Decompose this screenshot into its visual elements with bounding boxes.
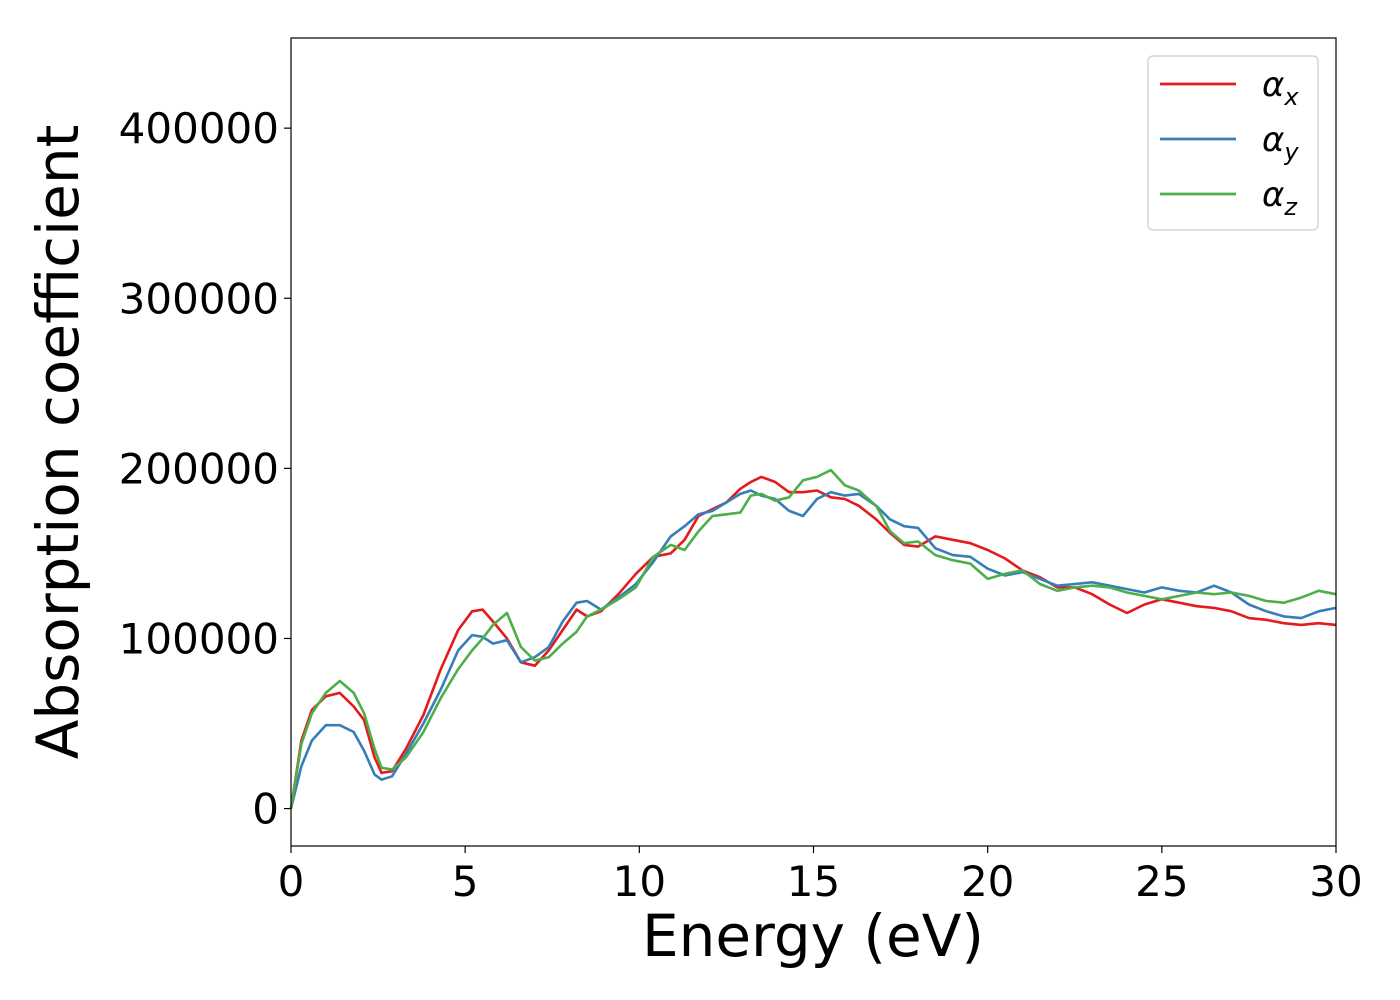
legend-label-z: αz [1262, 175, 1298, 221]
y-tick-label: 300000 [119, 274, 279, 323]
plot-lines [289, 468, 1337, 809]
y-tick-label: 100000 [119, 614, 279, 663]
series-line-y [289, 489, 1337, 809]
x-tick-label: 0 [278, 857, 305, 906]
x-tick-label: 5 [452, 857, 479, 906]
x-tick-label: 15 [787, 857, 840, 906]
series-line-z [289, 468, 1337, 809]
x-axis-label: Energy (eV) [642, 902, 984, 970]
y-axis-ticks: 0 100000 200000 300000 400000 [119, 104, 291, 834]
x-axis-ticks: 0 5 10 15 20 25 30 [278, 846, 1363, 906]
plot-frame [290, 37, 1337, 847]
x-tick-label: 25 [1135, 857, 1188, 906]
legend-label-x: αx [1262, 65, 1299, 111]
x-tick-label: 10 [613, 857, 666, 906]
y-tick-label: 400000 [119, 104, 279, 153]
legend-label-y: αy [1262, 120, 1299, 166]
y-tick-label: 200000 [119, 444, 279, 493]
legend: αx αy αz [1147, 55, 1319, 231]
legend-box [1147, 55, 1319, 231]
y-axis-label: Absorption coefficient [24, 125, 92, 760]
x-tick-label: 20 [961, 857, 1014, 906]
x-tick-label: 30 [1309, 857, 1362, 906]
series-line-x [289, 475, 1337, 809]
y-tick-label: 0 [252, 785, 279, 834]
